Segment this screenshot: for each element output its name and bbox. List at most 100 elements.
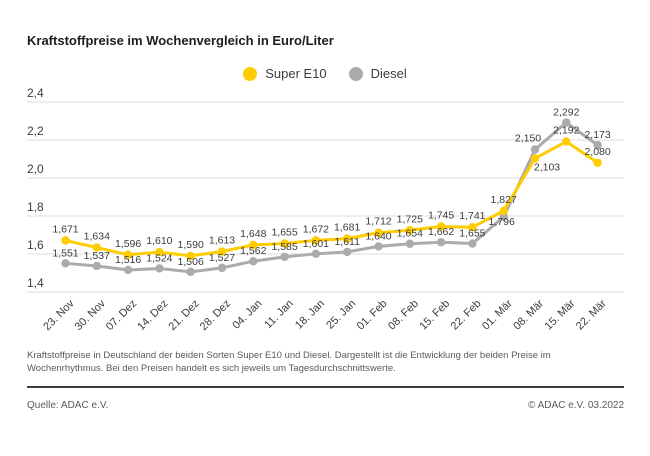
x-tick-label: 08. Feb	[386, 298, 421, 333]
x-tick-label: 22. Feb	[449, 298, 484, 333]
data-point	[92, 243, 102, 252]
data-label: 2,292	[553, 107, 579, 119]
x-tick-label: 04. Jan	[230, 298, 264, 332]
data-label: 1,613	[209, 235, 235, 247]
data-point	[530, 154, 540, 163]
x-tick-label: 23. Nov	[41, 297, 77, 333]
data-point	[217, 263, 227, 273]
data-point	[311, 249, 321, 259]
chart-title: Kraftstoffpreise im Wochenvergleich in E…	[27, 33, 334, 48]
data-point	[405, 239, 414, 248]
data-point	[249, 240, 258, 250]
x-tick-label: 21. Dez	[167, 298, 202, 333]
legend-item-super-e10: Super E10	[243, 66, 327, 81]
data-point	[374, 228, 383, 237]
data-label: 2,080	[584, 146, 610, 158]
data-point	[436, 238, 446, 247]
x-tick-label: 22. Mär	[574, 297, 609, 332]
data-label: 1,537	[84, 250, 110, 262]
data-label: 1,610	[146, 235, 172, 247]
data-label: 1,655	[459, 228, 485, 240]
data-point	[155, 264, 164, 273]
chart-legend: Super E10 Diesel	[0, 66, 650, 81]
data-label: 1,725	[397, 213, 423, 225]
data-label: 1,741	[459, 210, 485, 222]
super-e10-dot-icon	[243, 66, 258, 81]
data-label: 1,654	[397, 228, 423, 240]
data-point	[155, 247, 164, 257]
data-label: 1,634	[84, 231, 110, 243]
y-tick-label: 1,8	[27, 200, 44, 214]
data-point	[61, 259, 70, 268]
data-label: 2,192	[553, 125, 579, 137]
data-label: 1,516	[115, 254, 141, 266]
data-label: 1,585	[271, 241, 297, 253]
data-point	[499, 212, 508, 221]
data-point	[280, 252, 289, 262]
data-point	[468, 239, 477, 248]
footer-divider	[27, 386, 624, 388]
data-label: 1,672	[303, 223, 329, 235]
data-label: 1,524	[146, 252, 172, 264]
diesel-dot-icon	[348, 66, 363, 81]
data-point	[217, 247, 227, 256]
x-tick-label: 01. Mär	[480, 297, 515, 332]
data-label: 1,506	[178, 256, 204, 268]
data-point	[530, 145, 540, 154]
data-point	[123, 265, 133, 275]
y-tick-label: 2,0	[27, 162, 44, 176]
data-label: 1,796	[489, 216, 515, 228]
data-label: 1,712	[365, 216, 391, 228]
data-label: 1,648	[240, 228, 266, 240]
data-label: 1,671	[52, 224, 78, 236]
data-label: 1,527	[209, 252, 235, 264]
data-label: 1,611	[334, 236, 360, 248]
data-label: 1,640	[365, 230, 391, 242]
x-tick-label: 15. Mär	[543, 297, 578, 332]
legend-label-diesel: Diesel	[370, 66, 407, 81]
x-tick-label: 25. Jan	[324, 298, 358, 332]
source-label: Quelle: ADAC e.V.	[27, 400, 109, 411]
x-tick-label: 14. Dez	[135, 298, 170, 333]
data-label: 2,173	[584, 129, 610, 141]
y-tick-label: 1,4	[27, 276, 44, 290]
data-label: 1,662	[428, 226, 454, 238]
series-line-diesel	[65, 121, 599, 274]
data-point	[186, 251, 195, 261]
fuel-price-line-chart: 2,4 2,2 2,0 1,8 1,6 1,4 23. Nov 30. Nov 07. Dez 1…	[0, 86, 650, 345]
data-point	[343, 234, 352, 243]
data-label: 1,562	[240, 245, 266, 257]
series-line-super-e10	[65, 140, 599, 258]
data-point	[123, 250, 133, 259]
data-label: 1,596	[115, 238, 141, 250]
data-point	[92, 261, 102, 271]
data-point	[499, 206, 508, 216]
copyright-label: © ADAC e.V. 03.2022	[528, 400, 624, 411]
data-point	[593, 140, 602, 150]
data-label: 1,551	[52, 247, 78, 259]
legend-label-super-e10: Super E10	[265, 66, 327, 81]
chart-footnote: Kraftstoffpreise in Deutschland der beid…	[27, 350, 551, 374]
data-point	[593, 158, 602, 167]
data-point	[374, 242, 383, 251]
data-point	[405, 226, 414, 235]
data-point	[186, 267, 195, 277]
data-point	[468, 223, 477, 232]
data-point	[562, 118, 571, 127]
x-tick-label: 07. Dez	[104, 298, 139, 333]
data-point	[436, 222, 446, 231]
data-point	[311, 236, 321, 245]
data-point	[61, 236, 70, 245]
data-label: 2,103	[534, 161, 560, 173]
x-tick-label: 11. Jan	[262, 298, 295, 331]
x-tick-label: 15. Feb	[417, 298, 452, 333]
y-tick-label: 2,2	[27, 124, 44, 138]
x-tick-label: 01. Feb	[355, 298, 390, 333]
data-point	[280, 239, 289, 248]
x-tick-label: 18. Jan	[293, 298, 327, 332]
data-label: 1,827	[491, 194, 517, 206]
y-tick-label: 2,4	[27, 86, 44, 100]
data-label: 2,150	[515, 133, 541, 145]
